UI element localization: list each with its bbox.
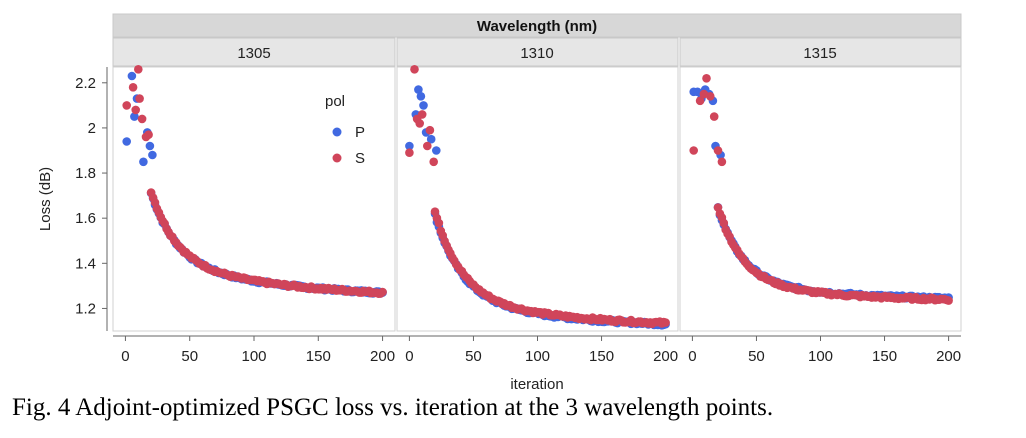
data-point-1305-p — [130, 112, 139, 121]
panel-label-1305: 1305 — [237, 45, 270, 62]
x-tick-label: 100 — [808, 348, 833, 365]
x-tick-label: 200 — [936, 348, 961, 365]
data-point-1310-p — [419, 101, 428, 110]
legend-label-s: S — [355, 150, 365, 167]
data-point-1305-p — [139, 157, 148, 167]
y-tick-label: 1.8 — [75, 165, 96, 182]
data-point-1310-s — [425, 125, 435, 135]
data-point-1315-s — [709, 112, 719, 121]
data-point-1315-s — [717, 157, 727, 167]
data-point-1305-s — [134, 65, 143, 74]
x-tick-label: 100 — [241, 348, 266, 365]
data-points — [122, 65, 953, 330]
panel-strip-1305 — [112, 37, 396, 67]
data-point-1305-p — [122, 137, 131, 146]
data-point-1310-p — [405, 141, 414, 151]
x-tick-label: 100 — [525, 348, 550, 365]
x-tick-label: 50 — [465, 348, 482, 365]
data-point-1305-s — [122, 101, 131, 110]
y-tick-label: 1.6 — [75, 210, 96, 227]
data-point-1310-s — [661, 318, 670, 327]
panel-frame-1310 — [396, 66, 679, 332]
group-strip-title: Wavelength (nm) — [477, 18, 597, 35]
x-axis-title: iteration — [510, 376, 563, 392]
data-point-1305-s — [137, 114, 147, 124]
data-point-1315-s — [702, 74, 711, 83]
legend-title: pol — [325, 93, 345, 110]
y-tick-label: 1.2 — [75, 300, 96, 317]
data-point-1305-s — [378, 287, 387, 297]
y-tick-label: 2 — [88, 120, 96, 137]
legend-marker-s — [332, 153, 342, 163]
x-tick-label: 50 — [748, 348, 765, 365]
data-point-1310-s — [405, 148, 414, 157]
data-point-1305-p — [127, 71, 137, 81]
data-point-1305-s — [135, 94, 144, 103]
figure-caption: Fig. 4 Adjoint-optimized PSGC loss vs. i… — [12, 394, 774, 421]
group-strip — [112, 13, 962, 38]
data-point-1310-p — [432, 146, 441, 155]
x-ticks: 0 50 100 150 200 0 50 100 150 200 0 50 100 150 200 — [121, 336, 961, 365]
data-point-1315-s — [706, 92, 715, 101]
data-point-1310-p — [416, 92, 426, 101]
data-point-1310-s — [410, 65, 419, 74]
y-axis-title: Loss (dB) — [37, 167, 54, 231]
data-point-1315-s — [719, 218, 729, 228]
panel-strip-1310 — [396, 37, 679, 67]
x-tick-label: 50 — [181, 348, 198, 365]
x-tick-label: 150 — [872, 348, 897, 365]
x-tick-label: 150 — [306, 348, 331, 365]
data-point-1305-s — [131, 105, 140, 115]
legend-label-p: P — [355, 124, 365, 141]
x-tick-label: 0 — [121, 348, 129, 365]
data-point-1310-s — [415, 119, 425, 128]
data-point-1315-s — [944, 296, 953, 305]
x-tick-label: 0 — [688, 348, 696, 365]
data-point-1310-p — [426, 134, 436, 144]
data-point-1310-p — [414, 85, 423, 94]
panel-strip-1315 — [679, 37, 962, 67]
data-point-1305-p — [148, 150, 157, 160]
data-point-1305-s — [128, 83, 138, 92]
x-tick-label: 200 — [653, 348, 678, 365]
data-point-1305-s — [144, 130, 153, 139]
y-ticks: 1.2 1.4 1.6 1.8 2 2.2 — [75, 75, 107, 317]
panel-label-1315: 1315 — [803, 45, 836, 62]
data-point-1310-s — [417, 110, 427, 119]
data-point-1310-s — [429, 157, 439, 167]
panel-frame-1315 — [679, 66, 962, 332]
data-point-1315-s — [689, 146, 698, 155]
data-point-1315-s — [695, 96, 705, 106]
data-point-1315-s — [713, 146, 723, 155]
x-tick-label: 0 — [405, 348, 413, 365]
legend-marker-p — [332, 127, 342, 137]
panel-label-1310: 1310 — [520, 45, 553, 62]
x-tick-label: 150 — [589, 348, 614, 365]
data-point-1305-p — [145, 141, 155, 151]
y-tick-label: 1.4 — [75, 255, 96, 272]
x-tick-label: 200 — [370, 348, 395, 365]
legend: pol P S — [325, 93, 365, 167]
y-tick-label: 2.2 — [75, 75, 96, 92]
data-point-1310-s — [423, 141, 432, 151]
chart: Wavelength (nm) 1305 1310 1315 1.2 1.4 1.6… — [37, 13, 962, 392]
data-point-1310-s — [434, 218, 444, 228]
